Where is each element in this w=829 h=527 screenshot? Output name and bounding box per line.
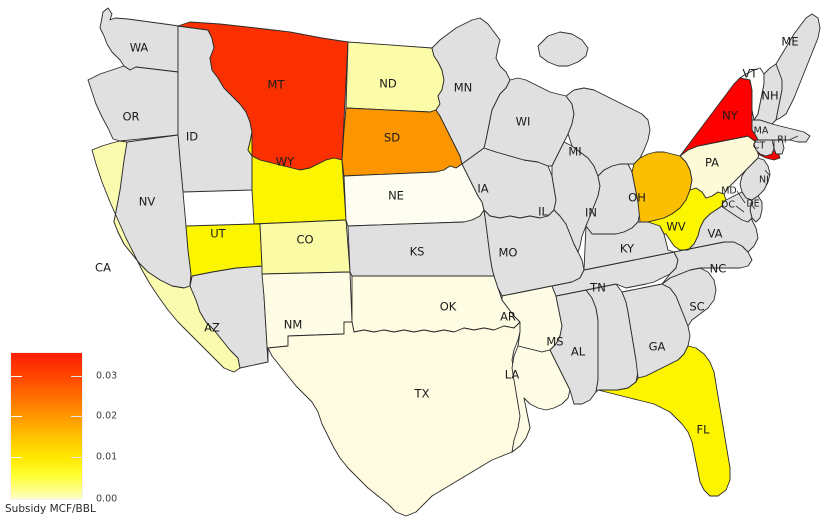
state-CO[interactable]	[253, 219, 351, 275]
state-WA[interactable]	[99, 7, 179, 73]
label-CA: CA	[95, 261, 111, 275]
colorbar-tick-label-2: 0.01	[96, 451, 118, 463]
legend-caption: Subsidy MCF/BBL	[5, 503, 96, 515]
leader-DE	[749, 202, 756, 210]
state-CT[interactable]	[753, 139, 775, 157]
state-RI[interactable]	[773, 139, 785, 155]
state-FL[interactable]	[597, 345, 731, 497]
state-ME[interactable]	[775, 13, 821, 121]
state-OR[interactable]	[87, 65, 179, 142]
colorbar-tick-0-left	[10, 376, 22, 377]
leader-NJ	[764, 169, 771, 177]
leader-RI	[788, 135, 799, 141]
colorbar-tick-0-right	[71, 376, 83, 377]
state-OK[interactable]	[351, 275, 521, 333]
state-TX[interactable]	[267, 321, 531, 517]
state-UT[interactable]	[185, 223, 263, 287]
state-WI[interactable]	[483, 77, 575, 167]
leader-DC	[735, 205, 745, 213]
colorbar-tick-1-left	[10, 416, 22, 417]
state-MA[interactable]	[751, 119, 811, 143]
colorbar-tick-label-3: 0.00	[96, 493, 118, 505]
colorbar-tick-label-1: 0.02	[96, 410, 118, 422]
state-ND[interactable]	[345, 41, 445, 113]
colorbar-gradient	[10, 352, 83, 500]
colorbar-tick-label-0: 0.03	[96, 370, 118, 382]
leader-MD	[736, 190, 746, 204]
colorbar-legend: 0.03 0.02 0.01 0.00	[10, 352, 117, 505]
state-NV[interactable]	[113, 134, 192, 289]
colorbar-tick-1-right	[71, 416, 83, 417]
colorbar-tick-2-left	[10, 457, 22, 458]
colorbar-tick-2-right	[71, 457, 83, 458]
